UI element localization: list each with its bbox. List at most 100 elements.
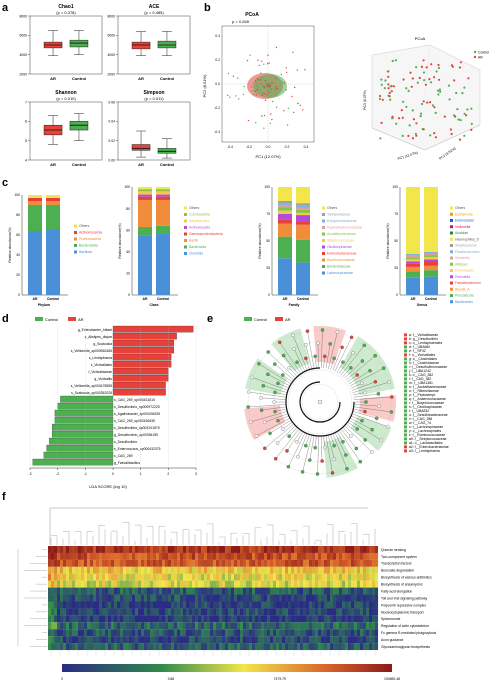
heatmap-cell (366, 552, 370, 560)
heatmap-cell (171, 594, 175, 602)
heatmap-cell (354, 615, 358, 623)
heatmap-cell (93, 580, 97, 588)
lda-xtick-label: -1 (84, 472, 87, 476)
heatmap-cell (96, 622, 100, 630)
heatmap-cell (249, 608, 253, 616)
heatmap-cell (267, 643, 271, 651)
stack-segment (296, 207, 310, 210)
heatmap-cell (51, 552, 55, 560)
heatmap-cell (342, 566, 346, 574)
clado-node (320, 459, 324, 463)
clado-node (273, 362, 277, 366)
heatmap-cell (207, 580, 211, 588)
box-ytick-label: 4000 (19, 53, 27, 57)
heatmap-cell (129, 629, 133, 637)
heatmap-cell (276, 608, 280, 616)
heatmap-cell (339, 643, 343, 651)
clado-label-swatch (404, 393, 407, 397)
heatmap-cell (141, 573, 145, 581)
clado-node (360, 418, 364, 423)
heatmap-cell (84, 643, 88, 651)
heatmap-cell (204, 608, 208, 616)
heatmap-cell (150, 608, 154, 616)
heatmap-cell (309, 643, 313, 651)
heatmap-cell (126, 566, 130, 574)
heatmap-cell (78, 559, 82, 567)
pcoa3d-point (395, 122, 398, 125)
heatmap-cell (60, 643, 64, 651)
heatmap-cell (351, 594, 355, 602)
heatmap-cell (171, 601, 175, 609)
heatmap-row-label: Benzoate degradation (381, 569, 414, 573)
pcoa-point (271, 82, 273, 84)
heatmap-cell (246, 587, 250, 595)
heatmap-cell (360, 601, 364, 609)
heatmap-cell (201, 573, 205, 581)
heatmap-cell (138, 601, 142, 609)
stack-segment (278, 223, 292, 237)
heatmap-cell (252, 615, 256, 623)
heatmap-cell (150, 552, 154, 560)
heatmap-cell (279, 643, 283, 651)
clado-label: b: g__Desulfovibrio (409, 337, 438, 341)
heatmap-cell (81, 615, 85, 623)
clado-label: s: f__Oscillospiraceae (409, 405, 442, 409)
heatmap-cell (54, 601, 58, 609)
heatmap-cell (204, 615, 208, 623)
heatmap-cell (369, 643, 373, 651)
box-category-label: AR (50, 162, 56, 167)
heatmap-cell (351, 643, 355, 651)
heatmap-cell (195, 587, 199, 595)
heatmap-cell (141, 552, 145, 560)
heatmap-cell (84, 580, 88, 588)
heatmap-cell (291, 594, 295, 602)
heatmap-cell (243, 594, 247, 602)
pcoa3d-point (387, 83, 390, 86)
heatmap-cell (327, 594, 331, 602)
heatmap-cell (258, 587, 262, 595)
clado-node (373, 380, 378, 384)
heatmap-cell (357, 559, 361, 567)
heatmap-cell (99, 587, 103, 595)
heatmap-cell (129, 559, 133, 567)
heatmap-cell (231, 594, 235, 602)
heatmap-cell (153, 643, 157, 651)
heatmap-cell (255, 566, 259, 574)
stack-ytick: 40 (126, 250, 130, 254)
heatmap-cell (300, 643, 304, 651)
heatmap-cell (306, 636, 310, 644)
heatmap-cell (162, 587, 166, 595)
heatmap-cell (312, 636, 316, 644)
pcoa3d-point (470, 107, 473, 110)
heatmap-cell (141, 559, 145, 567)
heatmap-cell (219, 580, 223, 588)
heatmap-cell (213, 546, 217, 553)
stack-legend-entry: Alistipes (455, 262, 468, 266)
heatmap-cell (201, 580, 205, 588)
lda-bar (52, 430, 114, 438)
heatmap-cell (195, 601, 199, 609)
lda-label: s_Desulfovibrio (114, 440, 137, 444)
heatmap-cell (303, 573, 307, 581)
heatmap-cell (282, 636, 286, 644)
heatmap-cell (288, 587, 292, 595)
pcoa-point (260, 72, 262, 74)
heatmap-cell (162, 622, 166, 630)
pcoa-point (255, 80, 257, 82)
heatmap-cell (126, 559, 130, 567)
heatmap-cell (114, 580, 118, 588)
stack-segment (138, 187, 152, 190)
heatmap-cell (297, 573, 301, 581)
heatmap-cell (87, 629, 91, 637)
heatmap-cell (336, 615, 340, 623)
pcoa-point (264, 80, 267, 82)
heatmap-cell (345, 643, 349, 651)
box-category-label: AR (138, 76, 144, 81)
heatmap-cell (195, 546, 199, 553)
heatmap-cell (222, 636, 226, 644)
pcoa-point (275, 93, 277, 96)
heatmap-cell (249, 580, 253, 588)
heatmap-cell (372, 559, 376, 567)
heatmap-cell (54, 587, 58, 595)
heatmap-cell (360, 580, 364, 588)
